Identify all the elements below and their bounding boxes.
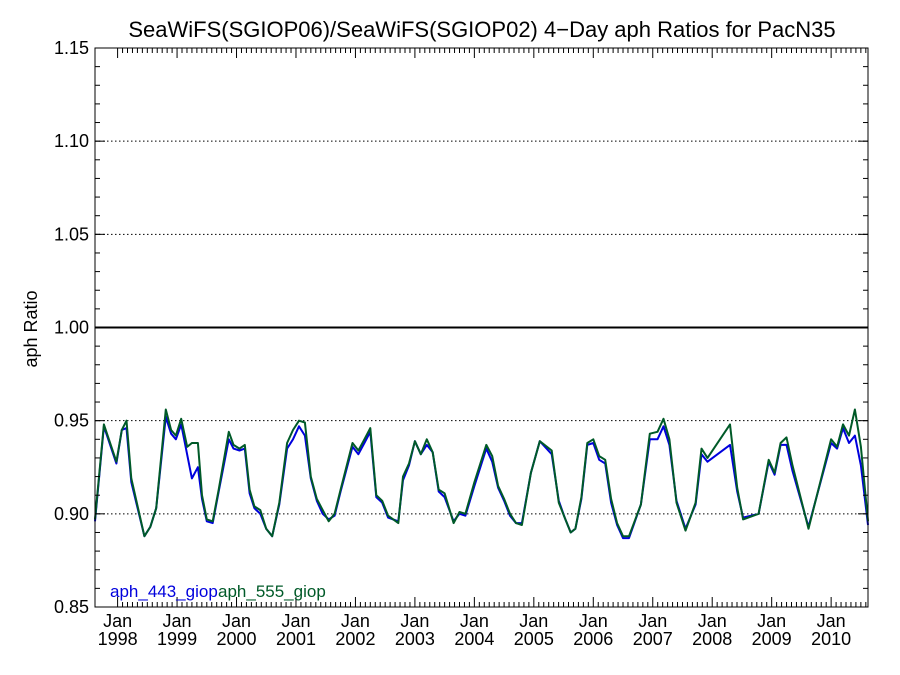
y-tick-label: 1.15 [54, 38, 89, 58]
y-tick-label: 1.05 [54, 224, 89, 244]
x-tick-month: Jan [281, 611, 310, 631]
x-tick-year: 2007 [633, 629, 673, 649]
x-tick-month: Jan [400, 611, 429, 631]
series-line-1 [94, 408, 869, 538]
x-tick-year: 1998 [98, 629, 138, 649]
x-tick-month: Jan [341, 611, 370, 631]
x-tick-month: Jan [222, 611, 251, 631]
y-tick-label: 0.90 [54, 504, 89, 524]
x-tick-month: Jan [103, 611, 132, 631]
gridlines [95, 140, 868, 515]
series-lines [94, 408, 869, 540]
x-tick-year: 2002 [335, 629, 375, 649]
legend-entry-aph-443: aph_443_giop [110, 582, 218, 601]
x-tick-year: 2003 [395, 629, 435, 649]
x-tick-year: 2005 [514, 629, 554, 649]
chart-title: SeaWiFS(SGIOP06)/SeaWiFS(SGIOP02) 4−Day … [128, 17, 835, 42]
y-tick-label: 1.00 [54, 318, 89, 338]
y-tick-label: 0.85 [54, 597, 89, 617]
y-axis-ticks: 0.85 0.90 0.95 1.00 1.05 1.10 1.15 [54, 38, 868, 617]
x-tick-month: Jan [817, 611, 846, 631]
x-tick-year: 2006 [573, 629, 613, 649]
x-tick-year: 2001 [276, 629, 316, 649]
x-tick-month: Jan [579, 611, 608, 631]
x-tick-year: 2000 [216, 629, 256, 649]
x-tick-month: Jan [163, 611, 192, 631]
x-tick-year: 2010 [811, 629, 851, 649]
x-tick-month: Jan [460, 611, 489, 631]
y-axis-label: aph Ratio [21, 290, 41, 367]
x-tick-year: 2004 [454, 629, 494, 649]
x-tick-month: Jan [757, 611, 786, 631]
x-axis-ticks: Jan1998Jan1999Jan2000Jan2001Jan2002Jan20… [98, 48, 867, 649]
x-tick-year: 2008 [692, 629, 732, 649]
y-tick-label: 1.10 [54, 131, 89, 151]
y-tick-label: 0.95 [54, 411, 89, 431]
legend-entry-aph-555: aph_555_giop [218, 582, 326, 601]
x-tick-month: Jan [519, 611, 548, 631]
x-tick-month: Jan [638, 611, 667, 631]
x-tick-year: 2009 [752, 629, 792, 649]
x-tick-year: 1999 [157, 629, 197, 649]
x-tick-month: Jan [698, 611, 727, 631]
legend: aph_443_giop aph_555_giop [110, 582, 326, 601]
